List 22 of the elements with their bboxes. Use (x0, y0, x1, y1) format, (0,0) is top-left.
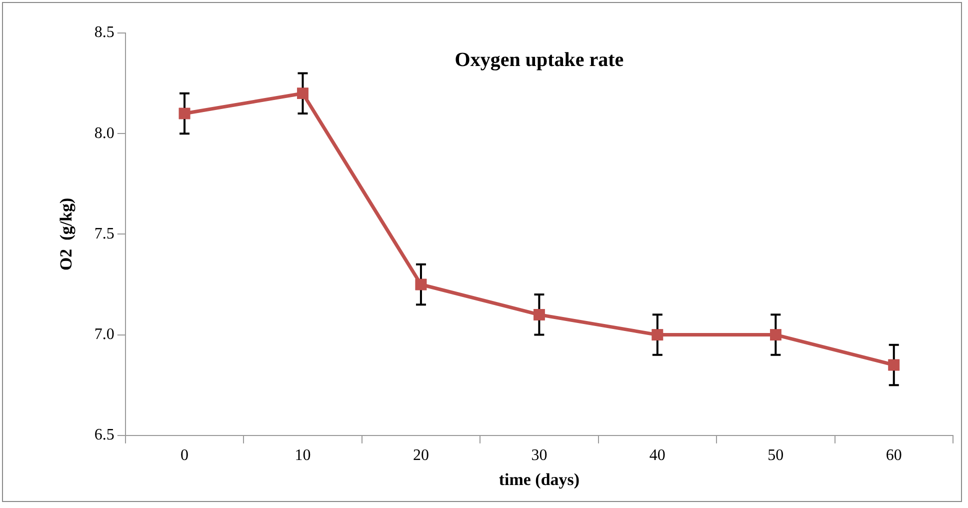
x-tick-label: 0 (180, 447, 189, 464)
y-tick-label: 7.0 (94, 326, 114, 344)
point (178, 108, 190, 120)
point (297, 88, 308, 100)
text: Oxygen uptake rate (454, 49, 624, 72)
x-tick-label: 20 (412, 447, 429, 464)
x-axis-title: time (days) (498, 470, 580, 490)
x-tick-label: 40 (649, 447, 666, 464)
point (888, 359, 900, 371)
x-tick-label: 50 (768, 447, 784, 464)
x-tick-label: 10 (294, 447, 311, 464)
y-tick-label: 7.5 (94, 225, 114, 242)
x-tick-label: 60 (886, 447, 902, 464)
point (415, 278, 427, 290)
x-tick-label: 30 (531, 447, 548, 464)
point (534, 309, 545, 320)
point (770, 329, 782, 340)
y-tick-label: 6.5 (94, 426, 114, 444)
point (652, 329, 664, 340)
y-axis-title: O2 (g/kg) (56, 198, 76, 271)
y-tick-label: 8.5 (94, 24, 114, 42)
y-tick-label: 8.0 (94, 124, 114, 142)
